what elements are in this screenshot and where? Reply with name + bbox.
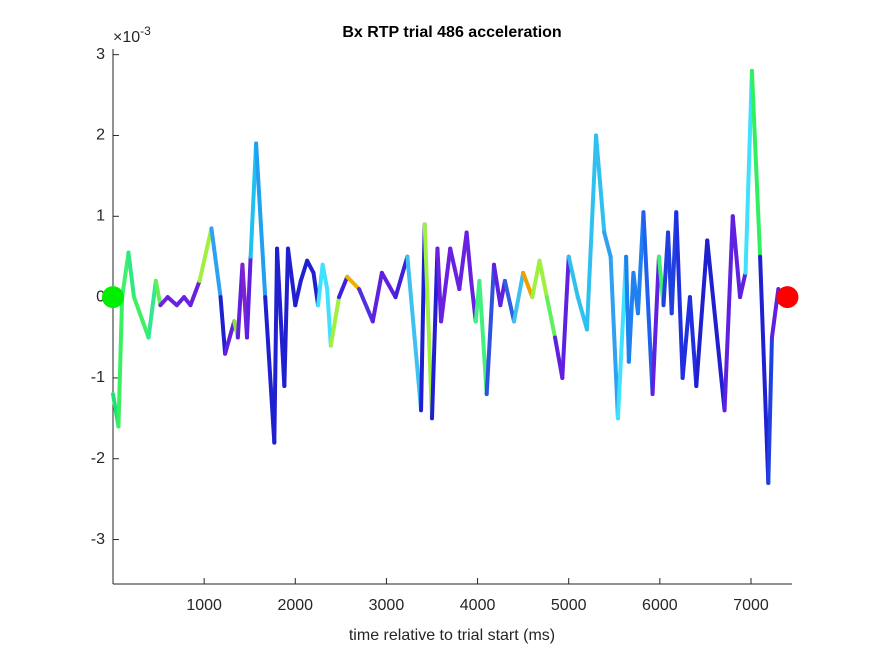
trace-segment [602, 230, 613, 259]
trace-segment [641, 210, 655, 397]
x-tick-label: 2000 [277, 597, 313, 614]
trace-segment [320, 262, 330, 292]
trace-segment [370, 270, 384, 324]
y-multiplier: ×10-3 [113, 24, 151, 46]
trace-segment [512, 270, 526, 324]
trace-segment [116, 295, 125, 429]
y-multiplier-base: ×10 [113, 29, 140, 46]
trace-segment [738, 270, 748, 300]
trace-segment [393, 254, 410, 300]
trace-segment [325, 287, 333, 348]
trace-segment [749, 68, 763, 259]
trace-segment [248, 141, 259, 259]
trace-segment [244, 254, 253, 340]
x-tick-label: 6000 [642, 597, 678, 614]
trace-segment [439, 246, 453, 324]
trace-segment [188, 278, 202, 308]
trace-segment [429, 246, 440, 421]
x-tick-label: 5000 [551, 597, 587, 614]
trace-segment [293, 278, 303, 308]
trace-segment [680, 295, 692, 380]
trace-segment [254, 141, 268, 300]
trace-segment [165, 295, 179, 308]
trace-segment [650, 254, 661, 397]
trace-segment [722, 214, 735, 413]
trace-segment [477, 278, 489, 397]
trace-segment [530, 258, 542, 300]
x-tick-label: 4000 [460, 597, 496, 614]
trace-segment [305, 258, 316, 275]
trace-segment [328, 295, 342, 348]
trace-segment [615, 254, 629, 421]
trace-segment [405, 254, 424, 413]
trace-segment [282, 246, 290, 389]
x-tick-label: 1000 [186, 597, 222, 614]
trace-segment [379, 270, 398, 300]
end-marker [776, 286, 799, 309]
trace-segment [126, 250, 136, 300]
trace-segment [218, 295, 228, 356]
trace-segment [484, 262, 496, 397]
trace-segment [743, 68, 754, 275]
trace-segment [566, 254, 580, 300]
y-tick-label: -3 [91, 531, 105, 548]
trace-segment [298, 258, 310, 283]
trace-segment [584, 133, 599, 332]
trace-segment [272, 246, 280, 445]
x-axis-label: time relative to trial start (ms) [349, 627, 555, 644]
trace-segment [766, 335, 774, 485]
y-tick-label: 3 [96, 46, 105, 63]
trace-segment [357, 287, 375, 324]
trace-segment [464, 230, 474, 283]
y-tick-label: 2 [96, 127, 105, 144]
trace-segment [608, 254, 620, 421]
trace-segment [422, 222, 434, 421]
trace-segment [457, 230, 469, 292]
trace-segment [197, 226, 214, 283]
trace-segment [758, 254, 771, 485]
y-tick-label: -1 [91, 369, 105, 386]
trace-segment [626, 270, 636, 364]
trace-segment [694, 238, 710, 389]
trace-segment [345, 274, 362, 292]
trace-segment [146, 278, 158, 340]
x-tick-label: 3000 [369, 597, 405, 614]
y-multiplier-exponent: -3 [140, 24, 151, 38]
y-tick-label: -2 [91, 450, 105, 467]
trace-segment [730, 214, 743, 300]
trace-segment [502, 278, 517, 324]
trace-segment [594, 133, 607, 235]
trace-segment [674, 210, 685, 380]
trace-segment [491, 262, 503, 308]
trace-segment [560, 254, 571, 380]
trace-segment [131, 295, 151, 340]
chart-title: Bx RTP trial 486 acceleration [342, 24, 561, 41]
trace-segment [521, 270, 535, 300]
trace-segment [337, 274, 350, 300]
trace-segment [209, 226, 223, 300]
trace-segment [153, 278, 163, 308]
start-marker [102, 286, 124, 309]
x-tick-label: 7000 [733, 597, 769, 614]
y-tick-label: 1 [96, 208, 105, 225]
trace-segment [705, 238, 727, 413]
trace-segment [448, 246, 462, 292]
y-tick-label: 0 [96, 288, 105, 305]
trace-segment [223, 319, 237, 356]
trace-segment [435, 246, 444, 324]
trace-segment [544, 295, 558, 340]
trace-segment [687, 295, 699, 389]
trace-segment [285, 246, 298, 308]
trace-segment [537, 258, 549, 300]
